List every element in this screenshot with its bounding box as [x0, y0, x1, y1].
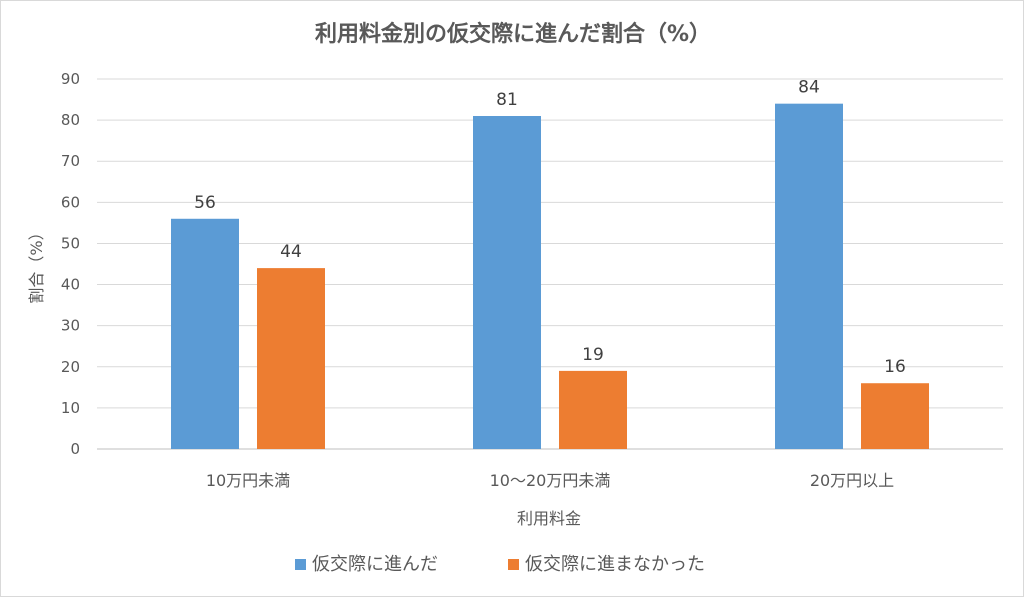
- y-tick-label-20: 20: [61, 358, 80, 376]
- bar-s1-c3: [775, 103, 843, 450]
- bar-s2-c1: [257, 268, 325, 449]
- bar-s1-c1: [171, 218, 239, 449]
- y-axis-tick-labels: 0 10 20 30 40 50 60 70 80 90: [61, 70, 80, 458]
- data-label-s1-c3: 84: [798, 78, 820, 98]
- y-tick-label-70: 70: [61, 152, 80, 170]
- data-label-s1-c1: 56: [194, 193, 216, 213]
- data-label-s2-c3: 16: [884, 357, 906, 377]
- data-label-s1-c2: 81: [496, 90, 518, 110]
- y-tick-label-10: 10: [61, 399, 80, 417]
- legend-label-1: 仮交際に進んだ: [312, 554, 438, 575]
- y-axis-title: 割合（%）: [27, 224, 46, 303]
- bar-s2-c3: [861, 383, 929, 449]
- y-tick-label-0: 0: [70, 440, 80, 458]
- bar-s1-c2: [473, 116, 541, 449]
- x-category-label-3: 20万円以上: [810, 471, 894, 490]
- data-label-s2-c1: 44: [280, 242, 302, 262]
- legend-swatch-1: [295, 559, 306, 570]
- gridlines: [97, 78, 1003, 450]
- y-tick-label-60: 60: [61, 193, 80, 211]
- y-tick-label-40: 40: [61, 276, 80, 294]
- data-labels: 56 44 81 19 84 16: [194, 78, 906, 378]
- bar-s2-c2: [559, 370, 627, 449]
- legend-swatch-2: [508, 559, 519, 570]
- y-tick-label-50: 50: [61, 234, 80, 252]
- x-axis-category-labels: 10万円未満 10～20万円未満 20万円以上: [206, 471, 894, 490]
- bars: [171, 103, 929, 450]
- y-tick-label-80: 80: [61, 111, 80, 129]
- y-tick-label-90: 90: [61, 70, 80, 88]
- chart-title: 利用料金別の仮交際に進んだ割合（%）: [315, 21, 711, 47]
- x-category-label-2: 10～20万円未満: [490, 471, 611, 490]
- y-tick-label-30: 30: [61, 317, 80, 335]
- x-category-label-1: 10万円未満: [206, 471, 290, 490]
- legend: 仮交際に進んだ 仮交際に進まなかった: [295, 554, 705, 575]
- x-axis-title: 利用料金: [517, 509, 581, 528]
- legend-label-2: 仮交際に進まなかった: [525, 554, 705, 575]
- data-label-s2-c2: 19: [582, 345, 604, 365]
